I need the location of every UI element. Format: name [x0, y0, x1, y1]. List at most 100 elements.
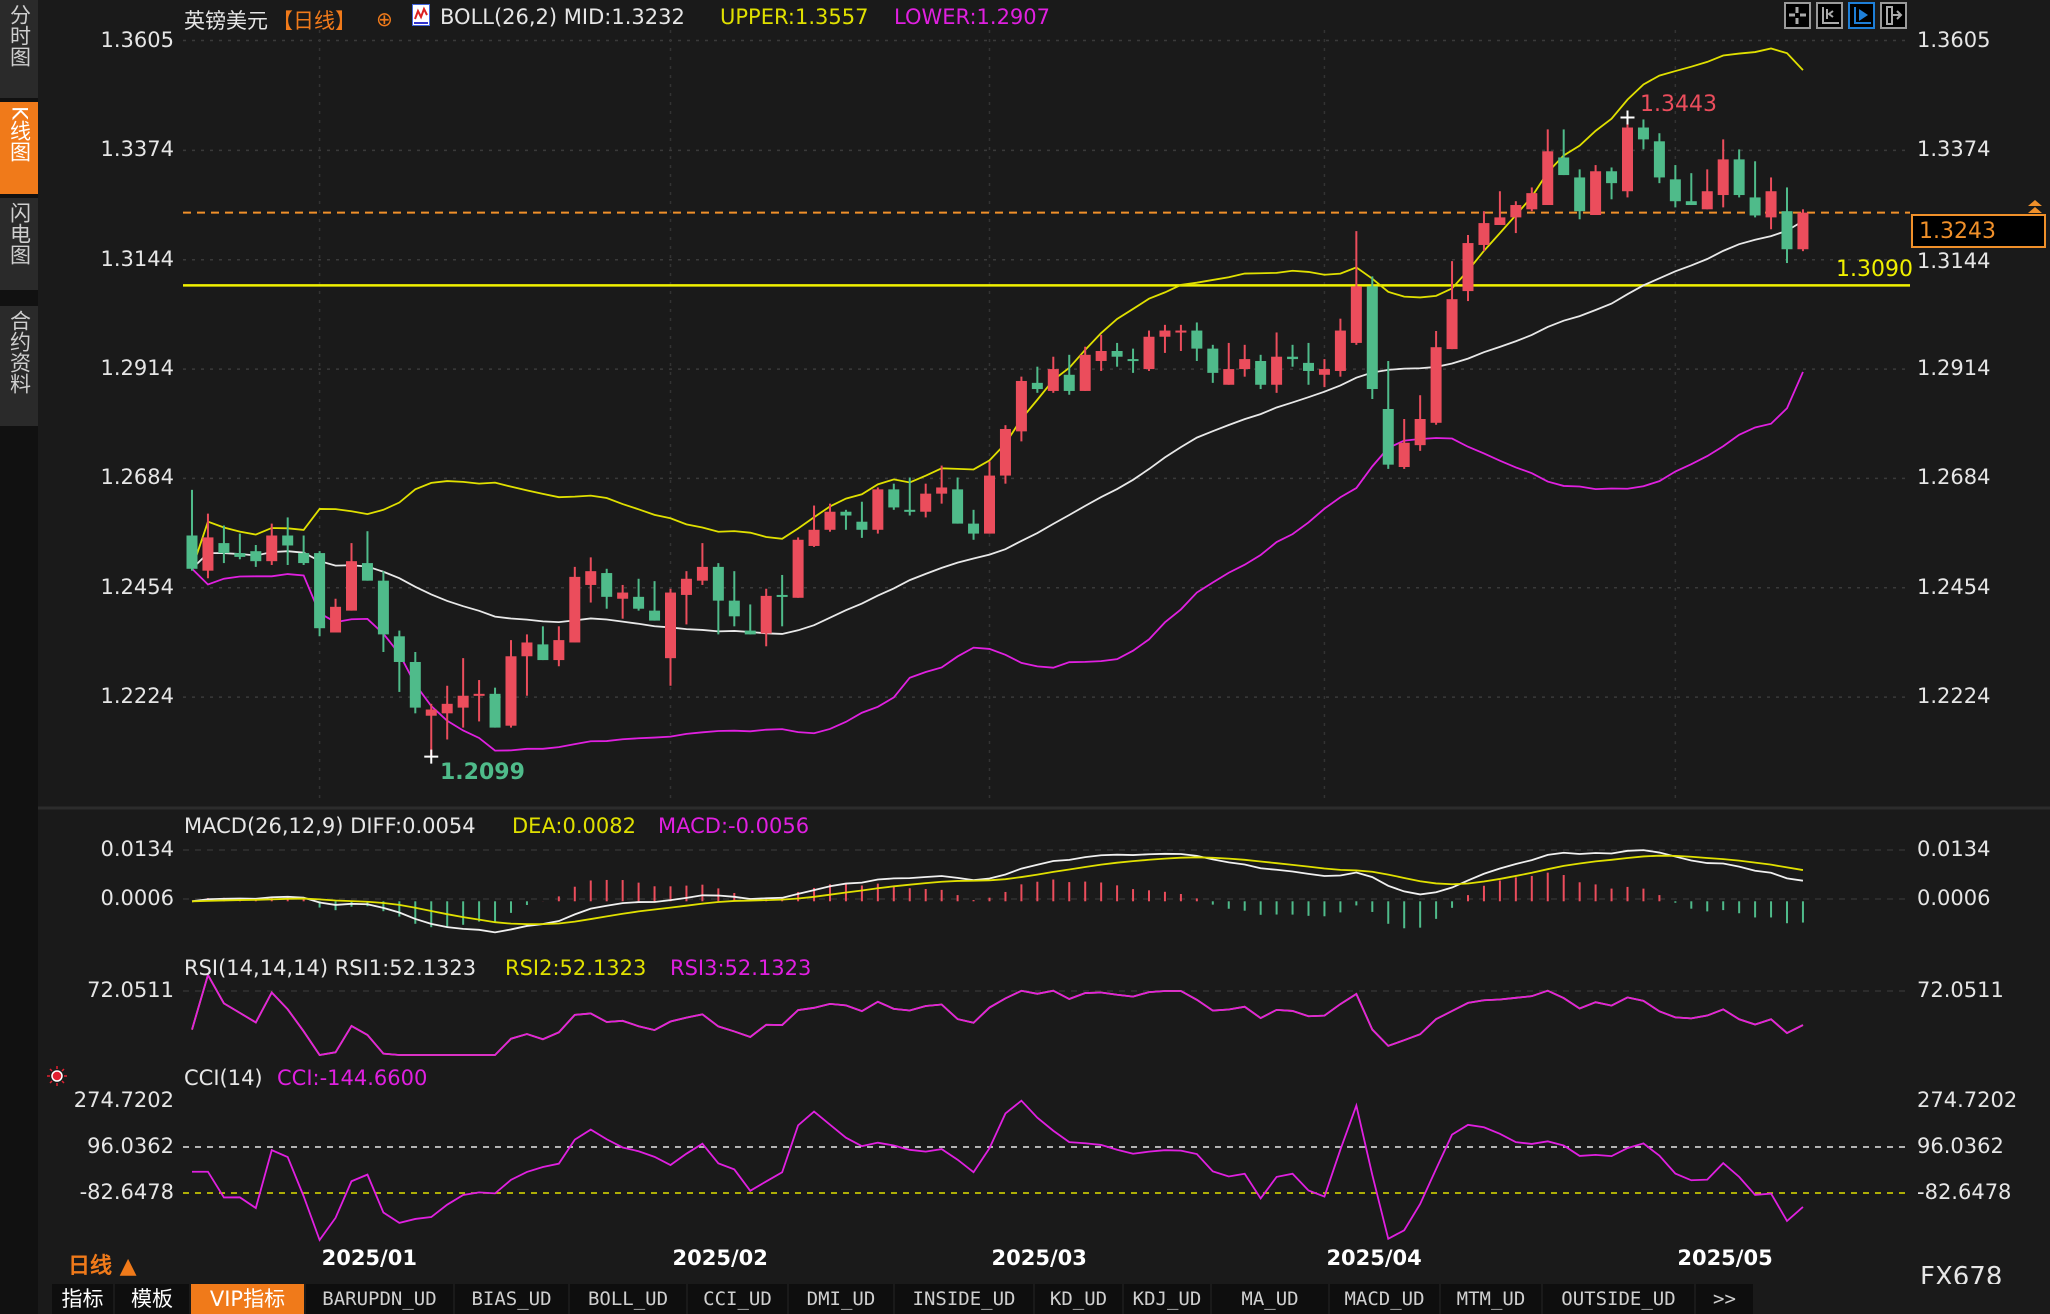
candle-body	[760, 595, 772, 634]
macd-dea-line	[191, 854, 1804, 926]
move-right-icon	[1886, 6, 1903, 25]
candle-body	[1095, 351, 1107, 361]
sidebar-tab-contract-info[interactable]: 合约资料	[0, 306, 38, 426]
candle-body	[1669, 179, 1681, 202]
zoom-range-button[interactable]	[1816, 2, 1843, 29]
indicator-tab-macd-ud[interactable]: MACD_UD	[1330, 1284, 1441, 1314]
candle-body	[1287, 356, 1299, 360]
scroll-up-icon[interactable]	[2026, 198, 2044, 218]
candle-body	[1526, 193, 1538, 210]
candle-body	[808, 529, 820, 546]
candle-body	[1733, 159, 1745, 196]
candle-body	[377, 580, 389, 635]
candle-body	[314, 553, 326, 629]
sidebar-tab-kline[interactable]: K线图	[0, 102, 38, 194]
candle-body	[186, 535, 198, 569]
indicator-tab-[interactable]: 指标	[52, 1284, 115, 1314]
candle-body	[1478, 223, 1490, 245]
candle-body	[1318, 369, 1330, 375]
candle-body	[601, 573, 613, 597]
sidebar-tab-label: 分时图	[7, 4, 32, 67]
support-level-label: 1.3090	[1836, 257, 1913, 282]
candle-body	[441, 703, 453, 714]
macd-axis-label-right: 0.0006	[1917, 886, 1991, 910]
candle-body	[1622, 127, 1633, 192]
move-right-button[interactable]	[1880, 2, 1907, 29]
time-axis-label: 2025/05	[1677, 1246, 1773, 1270]
candle-body	[1797, 212, 1809, 250]
price-axis-label-left: 1.2684	[100, 465, 174, 490]
candle-body	[1127, 359, 1139, 362]
candle-body	[872, 489, 884, 530]
candle-body	[425, 709, 437, 716]
play-button[interactable]	[1848, 2, 1875, 29]
time-axis-label: 2025/02	[672, 1246, 768, 1270]
candle-body	[553, 640, 565, 661]
candle-body	[968, 523, 980, 534]
indicator-tab-[interactable]: 模板	[115, 1284, 191, 1314]
indicator-tab-mtm-ud[interactable]: MTM_UD	[1441, 1284, 1543, 1314]
indicator-tab-dmi-ud[interactable]: DMI_UD	[789, 1284, 895, 1314]
candle-body	[1430, 347, 1442, 423]
candle-body	[489, 693, 501, 728]
candle-body	[1446, 299, 1458, 350]
candle-body	[744, 630, 756, 635]
sidebar-tab-flash[interactable]: 闪电图	[0, 198, 38, 290]
candle-body	[824, 511, 836, 530]
boll-indicator-icon[interactable]	[412, 4, 430, 26]
price-axis-label-left: 1.2454	[100, 574, 174, 599]
zoom-range-icon	[1822, 7, 1839, 24]
candle-body	[1781, 211, 1793, 250]
candle-body	[537, 644, 549, 661]
candle-body	[1765, 191, 1777, 218]
price-axis-label-right: 1.3605	[1917, 27, 1991, 52]
indicator-tab-cci-ud[interactable]: CCI_UD	[688, 1284, 789, 1314]
candle-body	[1685, 201, 1697, 206]
current-price-badge: 1.3243	[1911, 214, 2046, 248]
period-selector[interactable]: 日线 ▲	[68, 1254, 137, 1279]
sidebar-tab-label: 合约资料	[7, 310, 32, 394]
indicator-alert-icon[interactable]	[46, 1065, 68, 1091]
indicator-tab-bias-ud[interactable]: BIAS_UD	[455, 1284, 570, 1314]
cci-axis-label-right: 96.0362	[1917, 1133, 2004, 1158]
candle-body	[505, 656, 517, 726]
symbol-name: 英镑美元	[184, 9, 268, 33]
candle-body	[393, 636, 405, 662]
candle-body	[1063, 374, 1075, 391]
indicator-tab-bar: 指标 模板 VIP指标 BARUPDN_UD BIAS_UD BOLL_UD CCI_UD D…	[38, 1284, 2050, 1314]
candle-body	[1271, 356, 1283, 385]
candle-body	[234, 553, 246, 557]
rsi-title: RSI(14,14,14) RSI1:52.1323	[184, 956, 477, 980]
add-indicator-icon[interactable]: ⊕	[376, 7, 393, 31]
candle-body	[1015, 380, 1027, 432]
cci-title: CCI(14)	[184, 1066, 263, 1090]
candle-body	[1382, 409, 1394, 465]
boll-lower-line	[191, 371, 1804, 752]
candle-body	[888, 489, 900, 508]
indicator-tab-boll-ud[interactable]: BOLL_UD	[570, 1284, 688, 1314]
candle-body	[1574, 177, 1586, 212]
boll-lower-value: LOWER:1.2907	[894, 5, 1051, 29]
sidebar-tab-intraday[interactable]: 分时图	[0, 0, 38, 98]
indicator-tab-[interactable]: >>	[1696, 1284, 1755, 1314]
candle-body	[1414, 418, 1426, 446]
cci-axis-label-right: 274.7202	[1917, 1088, 2018, 1112]
indicator-tab-vip[interactable]: VIP指标	[191, 1284, 306, 1314]
candle-body	[361, 563, 373, 581]
candle-body	[728, 600, 740, 617]
candle-body	[1749, 197, 1761, 216]
period-label: 【日线】	[272, 9, 356, 33]
indicator-tab-ma-ud[interactable]: MA_UD	[1212, 1284, 1330, 1314]
rsi3-value: RSI3:52.1323	[670, 956, 812, 980]
indicator-tab-kdj-ud[interactable]: KDJ_UD	[1124, 1284, 1212, 1314]
indicator-tab-barupdn-ud[interactable]: BARUPDN_UD	[306, 1284, 455, 1314]
candle-body	[585, 571, 597, 585]
indicator-tab-kd-ud[interactable]: KD_UD	[1035, 1284, 1124, 1314]
indicator-tab-inside-ud[interactable]: INSIDE_UD	[895, 1284, 1035, 1314]
chart-canvas[interactable]	[0, 0, 2050, 1284]
candle-body	[1334, 330, 1346, 371]
indicator-tab-outside-ud[interactable]: OUTSIDE_UD	[1543, 1284, 1696, 1314]
play-icon	[1854, 7, 1871, 24]
time-axis-label: 2025/04	[1326, 1246, 1422, 1270]
crosshair-button[interactable]	[1784, 2, 1811, 29]
